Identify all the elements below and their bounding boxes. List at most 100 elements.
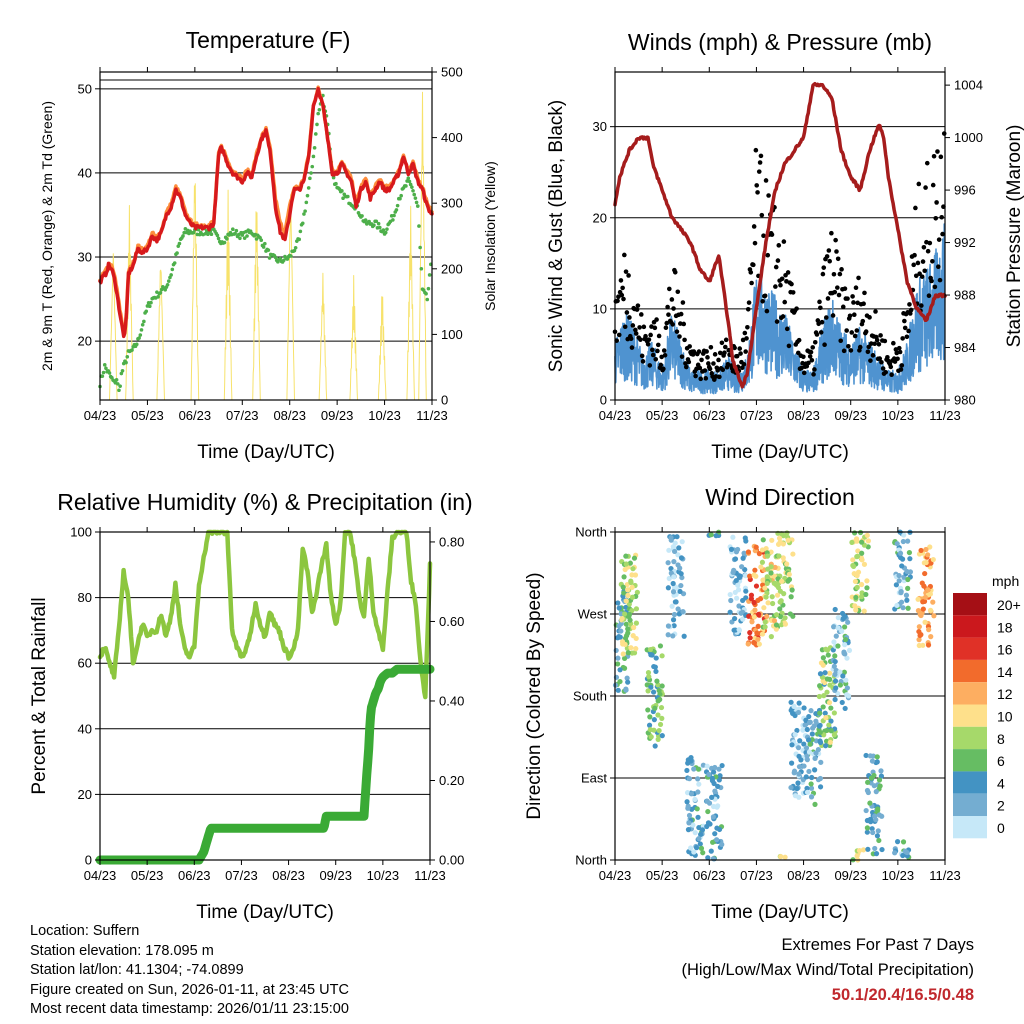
direction-point <box>806 737 812 743</box>
winds_pressure-y2tick-label: 996 <box>954 183 976 198</box>
gust-point <box>619 292 625 298</box>
temperature-xtick-label: 06/23 <box>179 408 212 423</box>
gust-point <box>908 311 913 316</box>
extremes-values: 50.1/20.4/16.5/0.48 <box>831 986 974 1004</box>
winds_pressure-xtick-label: 06/23 <box>693 408 726 423</box>
direction-point <box>697 841 703 847</box>
direction-point <box>653 668 659 675</box>
direction-point <box>655 712 661 718</box>
direction-point <box>619 615 625 622</box>
wind_direction-xtick-label: 08/23 <box>787 868 820 883</box>
direction-point <box>920 599 926 605</box>
direction-point <box>668 535 674 541</box>
gust-point <box>665 304 670 310</box>
direction-point <box>803 774 809 780</box>
direction-point <box>788 784 794 791</box>
direction-point <box>645 707 651 713</box>
gust-point <box>753 147 759 153</box>
gust-point <box>674 329 680 334</box>
direction-point <box>796 771 802 777</box>
temperature-frame <box>99 71 433 401</box>
dewpoint-point <box>391 218 395 222</box>
gust-point <box>681 321 687 327</box>
direction-point <box>776 553 782 559</box>
relative-humidity-line <box>97 529 433 700</box>
direction-point <box>796 764 803 770</box>
gust-point <box>696 349 702 354</box>
dewpoint-point <box>316 111 320 116</box>
gust-point <box>801 354 806 360</box>
gust-point <box>742 330 748 336</box>
gust-point <box>757 160 763 165</box>
direction-point <box>919 580 925 586</box>
latest-timestamp: Most recent data timestamp: 2026/01/11 2… <box>30 1001 349 1017</box>
gust-point <box>883 369 888 375</box>
dewpoint-point <box>281 258 286 263</box>
legend-title: mph <box>992 573 1019 589</box>
gust-point <box>708 344 714 350</box>
winds-series-group <box>612 81 947 395</box>
temperature-xtick-label: 04/23 <box>84 408 117 423</box>
gust-point <box>809 357 815 363</box>
legend-label: 2 <box>997 798 1005 814</box>
gust-point <box>921 245 927 250</box>
winds-y2label: Station Pressure (Maroon) <box>1004 125 1024 348</box>
dewpoint-point <box>259 238 264 243</box>
direction-point <box>816 723 823 729</box>
direction-point <box>755 636 761 642</box>
direction-point <box>755 597 761 603</box>
gust-point <box>849 330 855 335</box>
temperature-xtick-label: 07/23 <box>226 408 259 423</box>
direction-point <box>859 550 865 556</box>
direction-point <box>742 573 749 579</box>
gust-point <box>635 303 641 308</box>
direction-point <box>684 790 691 796</box>
gust-point <box>882 338 888 344</box>
dewpoint-point <box>266 248 271 252</box>
direction-point <box>818 759 824 765</box>
direction-point <box>745 549 752 555</box>
direction-point <box>801 741 807 747</box>
direction-point <box>798 757 804 763</box>
dewpoint-point <box>242 236 247 240</box>
gust-point <box>626 273 631 278</box>
gust-point <box>780 314 786 319</box>
gust-point <box>650 352 656 358</box>
direction-point <box>860 847 867 853</box>
dewpoint-point <box>148 304 152 309</box>
gust-point <box>835 256 841 262</box>
rh_precip-y2tick-label: 0.60 <box>439 614 464 629</box>
direction-point <box>646 674 652 680</box>
legend-swatch <box>953 726 987 750</box>
direction-point <box>835 625 841 631</box>
gust-point <box>686 359 692 365</box>
direction-point <box>648 684 654 690</box>
gust-point <box>704 349 709 354</box>
gust-point <box>641 324 647 330</box>
direction-point <box>774 592 781 598</box>
direction-point <box>736 574 743 581</box>
gust-point <box>775 258 781 263</box>
direction-point <box>922 594 928 600</box>
direction-point <box>817 683 823 689</box>
direction-point <box>764 553 771 559</box>
gust-point <box>935 149 940 154</box>
rh_precip-ytick-label: 0 <box>85 853 92 868</box>
figure-created: Figure created on Sun, 2026-01-11, at 23… <box>30 981 349 998</box>
direction-point <box>665 623 672 629</box>
gust-point <box>650 347 655 353</box>
gust-point <box>658 362 664 368</box>
direction-point <box>691 849 697 855</box>
direction-point <box>898 588 904 595</box>
direction-point <box>654 678 660 684</box>
direction-point <box>925 552 931 558</box>
dewpoint-point <box>418 245 422 250</box>
direction-point <box>714 837 720 843</box>
gust-point <box>663 325 669 330</box>
direction-point <box>901 532 907 538</box>
gust-point <box>830 313 836 318</box>
dewpoint-point <box>170 267 175 272</box>
dewpoint-point <box>142 319 146 324</box>
gust-point <box>639 353 645 359</box>
direction-point <box>622 611 628 617</box>
